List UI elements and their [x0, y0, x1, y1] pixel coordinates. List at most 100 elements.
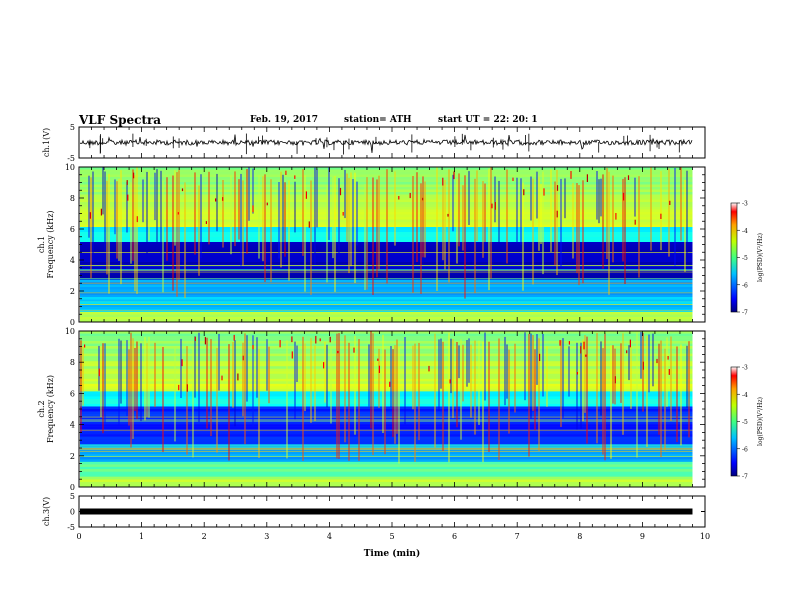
x-tick-label: 10 — [700, 532, 710, 541]
spectrum-band — [80, 383, 693, 387]
spectrum-band — [80, 317, 693, 320]
spectrum-band — [80, 434, 693, 437]
hot-spot — [100, 208, 102, 216]
y-tick-label: 0 — [70, 318, 75, 327]
hot-spot — [629, 339, 631, 348]
spectrum-band — [80, 373, 693, 377]
colorbar-tick-label: -4 — [742, 228, 748, 235]
spectrum-band — [80, 444, 693, 448]
spectrum-band — [80, 232, 693, 235]
spectrum-band — [80, 351, 693, 354]
spectrum-band — [80, 207, 693, 210]
hot-spot — [667, 356, 669, 360]
hot-spot — [556, 185, 559, 191]
spectrum-band — [80, 476, 693, 480]
y-tick-label: -5 — [67, 154, 75, 163]
y-axis-label: ch.3(V) — [42, 497, 51, 526]
spectrum-band — [80, 262, 693, 265]
hot-spot — [84, 344, 86, 348]
x-tick-label: 9 — [640, 532, 645, 541]
hot-spot — [339, 187, 342, 196]
hot-spot — [409, 192, 411, 199]
spectrum-band — [80, 361, 693, 365]
hot-spot — [660, 213, 662, 219]
hot-spot — [570, 171, 572, 179]
spectrum-band — [80, 217, 693, 220]
spectrum-band — [80, 314, 693, 318]
spectrum-band — [80, 343, 693, 347]
hot-spot — [186, 384, 188, 392]
spectrum-band — [80, 471, 693, 475]
spectrum-band — [80, 229, 693, 233]
spectrum-band — [80, 386, 693, 390]
hot-spot — [494, 202, 496, 210]
colorbar-tick-label: -4 — [742, 392, 748, 399]
spectrum-band — [80, 257, 693, 260]
spectrum-band — [80, 363, 693, 367]
spectrum-band — [80, 254, 693, 258]
hot-spot — [342, 212, 344, 216]
spectrum-band — [80, 456, 693, 460]
spectrum-band — [80, 429, 693, 432]
spectrum-band — [80, 167, 693, 170]
hot-spot — [315, 335, 317, 344]
hot-spot — [291, 336, 293, 343]
hot-spot — [422, 197, 424, 201]
spectrum-band — [80, 172, 693, 175]
y-axis-label: ch.1(V) — [42, 128, 51, 157]
spectrum-band — [80, 464, 693, 468]
hot-spot — [656, 358, 658, 364]
station-label: station= ATH — [344, 115, 412, 125]
spectrum-band — [80, 247, 693, 250]
spectrum-band — [80, 396, 693, 400]
y-axis-label-line: Frequency (kHz) — [46, 210, 55, 278]
spectrum-band — [80, 421, 693, 425]
spectrum-band — [80, 484, 693, 488]
y-axis-label-line: ch.3(V) — [42, 497, 51, 526]
hot-spot — [668, 369, 670, 375]
hot-spot — [285, 170, 287, 175]
spectrum-band — [80, 289, 693, 293]
hot-spot — [279, 340, 281, 348]
hot-spot — [194, 336, 196, 341]
y-axis-label: ch.1Frequency (kHz) — [37, 210, 55, 278]
spectrum-band — [80, 187, 693, 190]
hot-spot — [449, 379, 451, 384]
spectrum-band — [80, 356, 693, 359]
spectrum-band — [80, 393, 693, 397]
hot-spot — [222, 197, 224, 201]
hot-spot — [252, 345, 254, 350]
spectrum-band — [80, 398, 693, 402]
spectrum-band — [80, 461, 693, 465]
hot-spot — [133, 172, 135, 179]
hot-spot — [242, 355, 244, 361]
y-axis-label: ch.2Frequency (kHz) — [37, 375, 55, 443]
colorbar-label: log(PSD)(V²/Hz) — [757, 397, 764, 446]
colorbar — [730, 202, 738, 313]
y-axis-label-line: ch.2 — [37, 400, 46, 417]
hot-spot — [204, 337, 206, 345]
hot-spot — [559, 340, 561, 346]
hot-spot — [580, 346, 582, 354]
hot-spot — [568, 341, 570, 345]
hot-spot — [353, 347, 355, 353]
hot-spot — [453, 171, 455, 180]
hot-spot — [294, 175, 296, 179]
spectrum-band — [80, 192, 693, 195]
hot-spot — [627, 175, 630, 180]
spectrum-band — [80, 269, 693, 273]
hot-spot — [576, 372, 578, 375]
y-axis-label-line: Frequency (kHz) — [46, 375, 55, 443]
hot-spot — [205, 221, 207, 224]
spectrum-band — [80, 401, 693, 405]
hot-spot — [98, 368, 100, 377]
spectrum-band — [80, 481, 693, 485]
spectrum-band — [80, 381, 693, 385]
hot-spot — [491, 203, 493, 209]
colorbar — [730, 366, 738, 477]
colorbar-label: log(PSD)(V²/Hz) — [757, 233, 764, 282]
y-tick-label: 0 — [70, 483, 75, 492]
hot-spot — [181, 359, 183, 367]
spectrum-band — [80, 259, 693, 263]
